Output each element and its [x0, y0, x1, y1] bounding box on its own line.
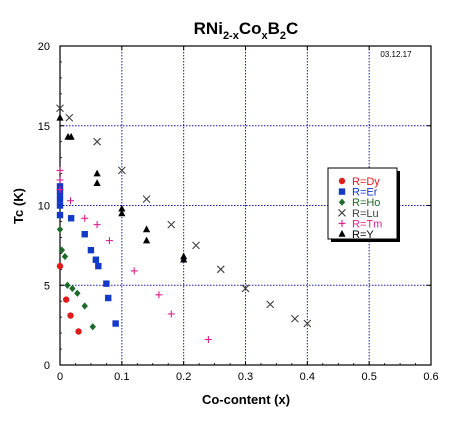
data-point: [112, 320, 119, 327]
legend-label: R=Ho: [352, 197, 380, 209]
legend-marker: [338, 208, 346, 217]
y-tick-label: 0: [44, 360, 50, 372]
data-point: [93, 137, 101, 146]
legend-label: R=Dy: [352, 176, 380, 188]
data-point: [56, 113, 64, 121]
data-point: [56, 211, 64, 219]
data-point: [118, 209, 126, 217]
data-point: [87, 246, 95, 254]
data-point: [93, 169, 101, 177]
x-tick-label: 0.5: [362, 371, 377, 383]
data-point: [266, 300, 275, 309]
y-tick-label: 15: [38, 121, 50, 133]
data-point: [67, 197, 75, 205]
data-point: [56, 262, 64, 270]
legend-marker: [338, 198, 346, 206]
data-point: [93, 221, 101, 229]
y-tick-label: 20: [38, 41, 50, 53]
data-point: [67, 132, 75, 140]
data-point: [75, 328, 82, 335]
data-point: [56, 166, 64, 174]
x-tick-label: 0.1: [114, 371, 129, 383]
data-point: [291, 314, 299, 323]
data-point: [81, 214, 89, 222]
data-point: [56, 225, 64, 234]
legend: R=DyR=ErR=HoR=LuR=TmR=Y: [327, 167, 400, 242]
data-point: [155, 291, 163, 299]
data-points: [56, 104, 312, 343]
data-point: [167, 310, 175, 318]
data-point: [67, 215, 75, 222]
data-point: [56, 104, 64, 113]
data-point: [204, 335, 212, 343]
x-tick-label: 0.6: [423, 371, 438, 383]
data-point: [62, 296, 70, 303]
data-point: [81, 302, 88, 310]
data-point: [241, 284, 250, 293]
axis-ticks: 0 0.1 0.2 0.3 0.4 0.5 0.6 0 5 10 15 20: [38, 41, 439, 383]
x-tick-label: 0.4: [300, 371, 315, 383]
date-stamp: 03.12.17: [380, 50, 412, 59]
data-point: [192, 241, 200, 250]
x-axis-label: Co-content (x): [202, 392, 290, 407]
data-point: [105, 294, 112, 302]
data-point: [69, 284, 76, 293]
data-point: [56, 195, 64, 203]
data-point: [95, 262, 102, 270]
data-point: [105, 237, 113, 245]
x-tick-label: 0: [57, 371, 63, 383]
data-point: [74, 289, 81, 297]
legend-marker: [338, 177, 346, 185]
data-point: [142, 236, 151, 244]
data-point: [56, 202, 64, 209]
data-point: [65, 113, 74, 122]
legend-label: R=Tm: [352, 218, 382, 230]
y-tick-label: 10: [38, 201, 50, 213]
data-point: [216, 265, 225, 274]
data-point: [93, 179, 101, 186]
data-point: [89, 323, 96, 331]
legend-marker: [338, 219, 346, 227]
data-point: [64, 281, 71, 289]
data-point: [81, 231, 88, 238]
data-point: [67, 312, 74, 319]
chart-title: RNi2-xCoxB2C: [194, 19, 299, 42]
data-point: [56, 186, 64, 194]
data-point: [142, 195, 151, 204]
data-point: [180, 255, 188, 263]
data-point: [92, 256, 100, 263]
data-point: [118, 204, 126, 212]
data-point: [58, 246, 66, 254]
legend-label: R=Y: [352, 229, 374, 241]
legend-label: R=Lu: [352, 208, 379, 220]
data-point: [167, 220, 176, 229]
legend-label: R=Er: [352, 187, 378, 199]
y-axis-label: Tc (K): [11, 188, 26, 224]
legend-marker: [338, 188, 346, 195]
data-point: [56, 176, 64, 184]
legend-marker: [338, 230, 346, 237]
data-point: [117, 166, 126, 175]
y-tick-label: 5: [44, 280, 50, 292]
x-tick-label: 0.2: [176, 371, 191, 383]
data-point: [103, 280, 110, 287]
data-point: [130, 267, 138, 275]
data-point: [142, 225, 151, 233]
data-point: [303, 319, 312, 328]
x-tick-label: 0.3: [238, 371, 253, 383]
data-point: [61, 252, 69, 261]
